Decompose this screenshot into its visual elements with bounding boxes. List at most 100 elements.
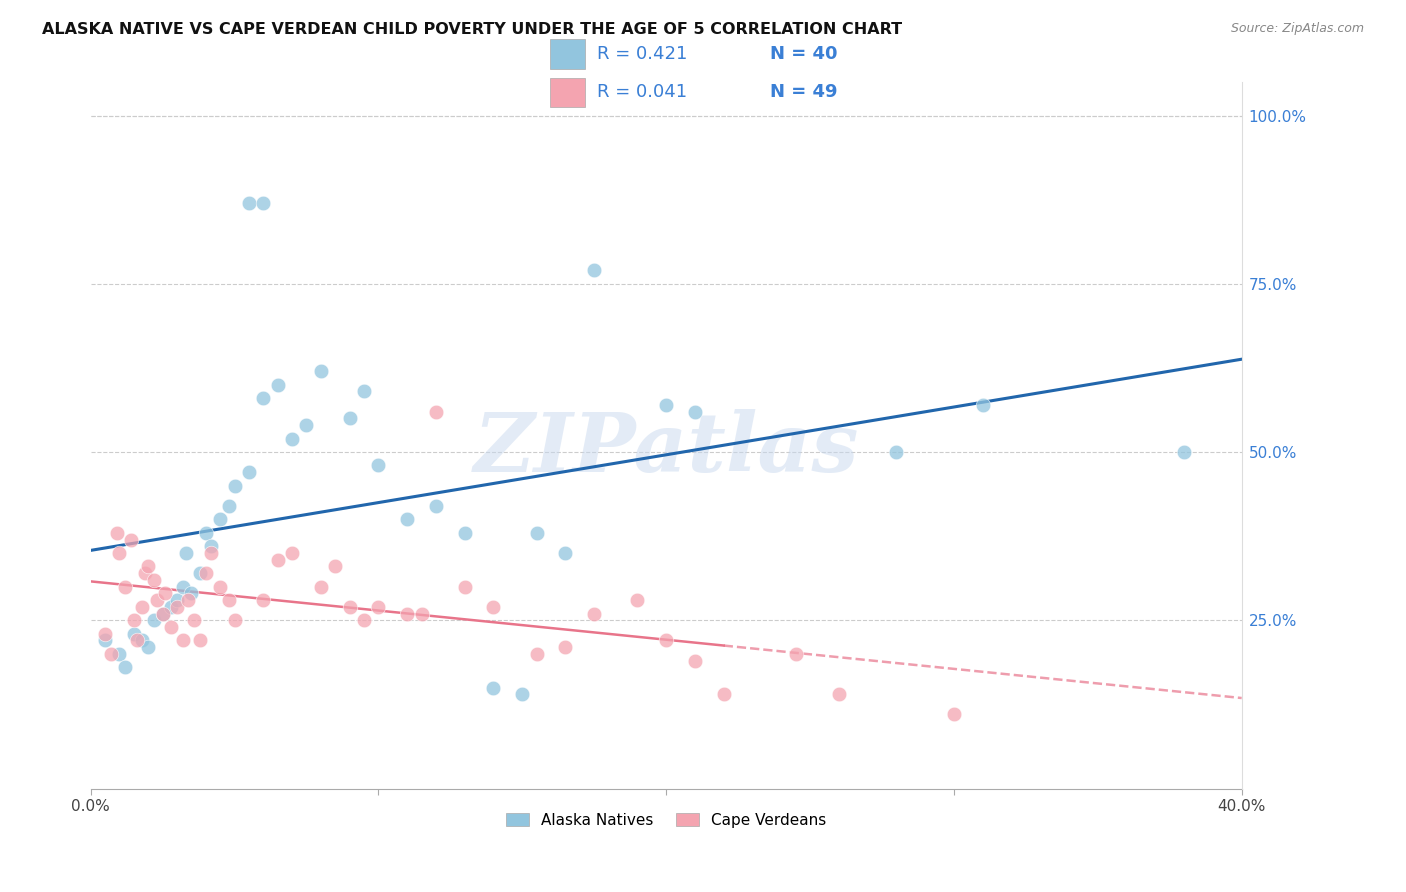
Point xyxy=(1173,445,1195,459)
Point xyxy=(309,580,332,594)
Point xyxy=(120,533,142,547)
Point xyxy=(238,465,260,479)
Bar xyxy=(550,39,585,69)
Point xyxy=(209,512,232,526)
Point xyxy=(209,580,232,594)
Point xyxy=(526,647,548,661)
Point xyxy=(114,660,136,674)
Point xyxy=(583,263,606,277)
Point xyxy=(713,687,735,701)
Point xyxy=(172,633,194,648)
Point xyxy=(152,607,174,621)
Point xyxy=(200,546,222,560)
Point xyxy=(626,593,648,607)
Point xyxy=(108,647,131,661)
Point xyxy=(655,398,678,412)
Point xyxy=(482,599,505,614)
Text: N = 49: N = 49 xyxy=(770,83,838,101)
Point xyxy=(554,640,576,655)
Point xyxy=(482,681,505,695)
Point xyxy=(94,633,117,648)
Point xyxy=(238,196,260,211)
Point xyxy=(323,559,346,574)
Point xyxy=(683,405,706,419)
Text: R = 0.041: R = 0.041 xyxy=(598,83,688,101)
Point xyxy=(295,418,318,433)
Point xyxy=(339,599,361,614)
Point xyxy=(425,405,447,419)
Point xyxy=(425,499,447,513)
Point xyxy=(200,539,222,553)
Point xyxy=(122,613,145,627)
Bar xyxy=(550,78,585,108)
Point xyxy=(188,633,211,648)
Point xyxy=(266,552,288,566)
Point xyxy=(218,499,240,513)
Legend: Alaska Natives, Cape Verdeans: Alaska Natives, Cape Verdeans xyxy=(499,806,832,834)
Point xyxy=(785,647,807,661)
Text: R = 0.421: R = 0.421 xyxy=(598,45,688,62)
Point xyxy=(166,593,188,607)
Point xyxy=(188,566,211,581)
Point xyxy=(218,593,240,607)
Point xyxy=(972,398,994,412)
Point xyxy=(94,626,117,640)
Point xyxy=(583,607,606,621)
Point xyxy=(183,613,205,627)
Text: ZIPatlas: ZIPatlas xyxy=(474,409,859,490)
Point xyxy=(367,599,389,614)
Point xyxy=(281,546,304,560)
Point xyxy=(100,647,122,661)
Point xyxy=(194,566,217,581)
Point xyxy=(174,546,197,560)
Point xyxy=(353,384,375,399)
Point xyxy=(166,599,188,614)
Point xyxy=(177,593,200,607)
Point xyxy=(454,525,477,540)
Point xyxy=(554,546,576,560)
Point xyxy=(281,432,304,446)
Point xyxy=(160,620,183,634)
Point xyxy=(160,599,183,614)
Text: N = 40: N = 40 xyxy=(770,45,838,62)
Point xyxy=(353,613,375,627)
Point xyxy=(886,445,908,459)
Point xyxy=(155,586,177,600)
Point xyxy=(266,377,288,392)
Point xyxy=(396,512,419,526)
Point xyxy=(224,478,246,492)
Point xyxy=(146,593,169,607)
Point xyxy=(152,607,174,621)
Point xyxy=(828,687,851,701)
Point xyxy=(339,411,361,425)
Point xyxy=(172,580,194,594)
Point xyxy=(396,607,419,621)
Point xyxy=(411,607,433,621)
Point xyxy=(526,525,548,540)
Point xyxy=(105,525,128,540)
Point xyxy=(655,633,678,648)
Point xyxy=(252,196,274,211)
Point xyxy=(367,458,389,473)
Point xyxy=(454,580,477,594)
Point xyxy=(134,566,156,581)
Point xyxy=(942,707,965,722)
Point xyxy=(131,633,153,648)
Point xyxy=(125,633,148,648)
Text: ALASKA NATIVE VS CAPE VERDEAN CHILD POVERTY UNDER THE AGE OF 5 CORRELATION CHART: ALASKA NATIVE VS CAPE VERDEAN CHILD POVE… xyxy=(42,22,903,37)
Point xyxy=(683,654,706,668)
Point xyxy=(224,613,246,627)
Text: Source: ZipAtlas.com: Source: ZipAtlas.com xyxy=(1230,22,1364,36)
Point xyxy=(108,546,131,560)
Point xyxy=(142,613,165,627)
Point xyxy=(136,559,159,574)
Point xyxy=(510,687,533,701)
Point xyxy=(122,626,145,640)
Point xyxy=(180,586,202,600)
Point xyxy=(252,391,274,405)
Point xyxy=(252,593,274,607)
Point xyxy=(309,364,332,378)
Point xyxy=(136,640,159,655)
Point xyxy=(131,599,153,614)
Point xyxy=(194,525,217,540)
